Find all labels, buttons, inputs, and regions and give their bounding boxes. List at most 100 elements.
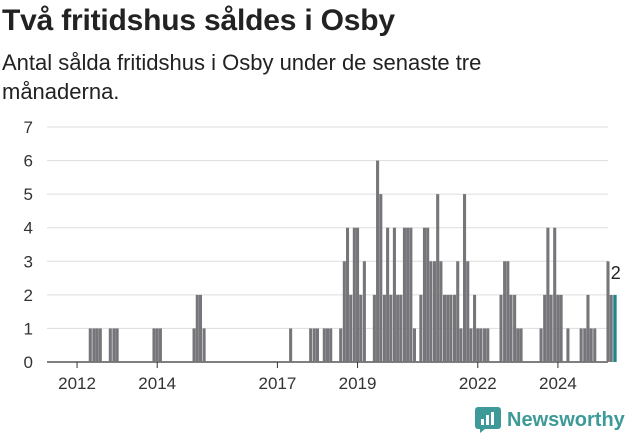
bar [195, 294, 199, 362]
highlight-data-label: 2 [611, 263, 621, 283]
y-tick-label: 2 [24, 286, 33, 305]
bar [202, 328, 206, 362]
y-tick-label: 7 [24, 118, 33, 137]
bar [325, 328, 330, 362]
bar [95, 328, 99, 362]
highlight-bar [613, 294, 617, 362]
bar [339, 328, 343, 362]
bar [399, 294, 403, 362]
bar [92, 328, 96, 362]
bar [459, 328, 463, 362]
bar [406, 227, 410, 362]
bar [456, 261, 460, 362]
bar [579, 328, 583, 362]
bar [586, 294, 590, 362]
newsworthy-icon [475, 407, 501, 433]
bar [519, 328, 523, 362]
bar [449, 294, 453, 362]
bar [583, 328, 587, 362]
bar [372, 294, 376, 362]
bar [198, 294, 203, 362]
bar [382, 294, 386, 362]
bar [315, 328, 320, 362]
y-tick-label: 1 [24, 319, 33, 338]
y-tick-label: 4 [24, 219, 33, 238]
bar [506, 261, 510, 362]
bar [486, 328, 490, 362]
bar [402, 227, 406, 362]
bar [446, 294, 450, 362]
bar [549, 294, 553, 362]
bar [553, 227, 557, 362]
bar [426, 227, 430, 362]
bar [539, 328, 543, 362]
bar [389, 294, 393, 362]
bar [155, 328, 159, 362]
bar [606, 261, 610, 362]
bar [345, 227, 350, 362]
bar [483, 328, 487, 362]
x-tick-label: 2012 [58, 374, 96, 393]
x-tick-label: 2017 [258, 374, 296, 393]
bar [392, 227, 396, 362]
bar [419, 294, 423, 362]
bar [289, 328, 293, 362]
bar [476, 328, 480, 362]
bar [499, 294, 503, 362]
bar [546, 227, 550, 362]
bar [349, 294, 353, 362]
bar [309, 328, 313, 362]
bar [473, 294, 477, 362]
y-tick-label: 6 [24, 152, 33, 171]
bar [439, 261, 443, 362]
chart-title: Två fritidshus såldes i Osby [2, 4, 395, 37]
bar [115, 328, 119, 362]
bar [88, 328, 92, 362]
bar [412, 328, 416, 362]
bar [593, 328, 597, 362]
bar [609, 294, 613, 362]
bar [479, 328, 483, 362]
bar [359, 294, 363, 362]
bar [158, 328, 162, 362]
bar [386, 227, 390, 362]
bar [466, 261, 470, 362]
bar [152, 328, 156, 362]
chart-subtitle: Antal sålda fritidshus i Osby under de s… [2, 50, 482, 104]
bar [342, 261, 346, 362]
bar [566, 328, 570, 362]
y-tick-label: 3 [24, 252, 33, 271]
bar [429, 261, 433, 362]
bar [312, 328, 316, 362]
x-tick-label: 2024 [539, 374, 577, 393]
bar [509, 294, 513, 362]
bar [322, 328, 326, 362]
bar-chart: 0 1 2 3 4 5 6 7 2012 2014 2017 2019 2022 2024 2 [24, 118, 621, 393]
bar [352, 227, 356, 362]
bar [559, 294, 563, 362]
bar [513, 294, 517, 362]
bar [436, 194, 440, 362]
bar [452, 294, 457, 362]
bar [503, 261, 507, 362]
bar [442, 294, 447, 362]
y-tick-label: 0 [24, 353, 33, 372]
bar [556, 294, 560, 362]
brand-name: Newsworthy [507, 408, 625, 431]
bar [362, 261, 366, 362]
bar [422, 227, 427, 362]
bar [376, 160, 380, 362]
x-tick-label: 2014 [138, 374, 176, 393]
bar [379, 194, 383, 362]
bar [432, 261, 437, 362]
x-tick-label: 2022 [459, 374, 497, 393]
bar [516, 328, 520, 362]
y-tick-label: 5 [24, 185, 33, 204]
bar [98, 328, 102, 362]
bar [108, 328, 112, 362]
bar [356, 227, 360, 362]
bar [396, 294, 400, 362]
bar [409, 227, 413, 362]
bar [469, 328, 473, 362]
bar [112, 328, 116, 362]
